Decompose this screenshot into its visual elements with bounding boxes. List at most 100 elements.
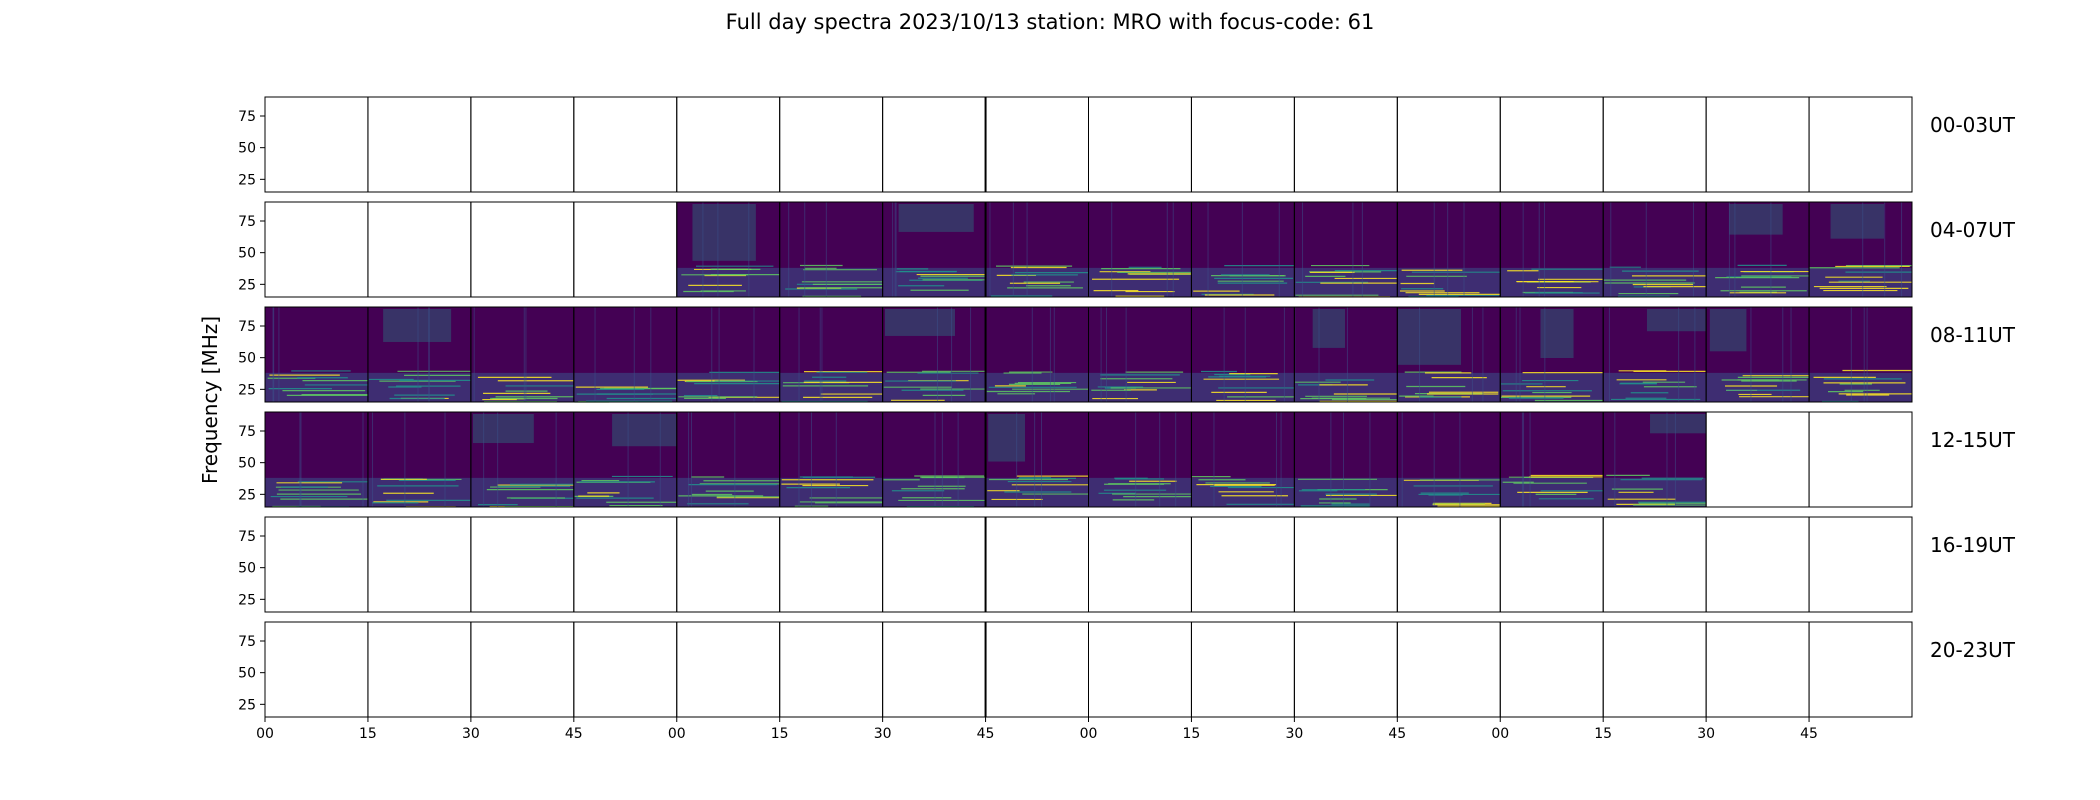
x-tick-label: 00 bbox=[668, 726, 686, 742]
panel-frame bbox=[264, 516, 369, 613]
x-tick-label: 30 bbox=[874, 726, 892, 742]
panel-frame bbox=[367, 516, 472, 613]
spectrum-cell bbox=[676, 412, 780, 507]
spectrum-cell bbox=[985, 412, 1089, 507]
panel-frame bbox=[1705, 621, 1810, 718]
panel-frame bbox=[1396, 96, 1501, 193]
panel-frame bbox=[470, 96, 575, 193]
spectrum-cell bbox=[882, 202, 986, 297]
y-tick-label: 75 bbox=[238, 634, 256, 650]
panel-frame bbox=[1602, 516, 1707, 613]
panel-frame bbox=[1808, 201, 1913, 298]
y-tick-label: 75 bbox=[238, 424, 256, 440]
spectrum-cell bbox=[882, 307, 986, 402]
spectrum-cell bbox=[779, 202, 883, 297]
x-tick-label: 45 bbox=[1388, 726, 1406, 742]
spectrum-cell bbox=[1603, 307, 1707, 402]
spectrum-cell bbox=[1088, 202, 1192, 297]
y-tick-label: 25 bbox=[238, 487, 256, 503]
x-tick-label: 15 bbox=[1594, 726, 1612, 742]
panel-frame bbox=[985, 621, 1089, 718]
panel-frame bbox=[1293, 621, 1398, 718]
panel-frame bbox=[470, 621, 575, 718]
spectrum-cell bbox=[1088, 307, 1192, 402]
spectrum-cell bbox=[1500, 202, 1604, 297]
spectrum-cell bbox=[1397, 307, 1501, 402]
panel-frame bbox=[1602, 96, 1707, 193]
panel-frame bbox=[676, 516, 781, 613]
spectrum-cell bbox=[676, 202, 780, 297]
panel-frame bbox=[676, 96, 781, 193]
spectrum-cell bbox=[1397, 412, 1501, 507]
y-tick-label: 75 bbox=[238, 529, 256, 545]
y-tick-label: 25 bbox=[238, 382, 256, 398]
y-tick-label: 50 bbox=[238, 561, 256, 577]
panel-frame bbox=[1705, 516, 1810, 613]
spectrum-cell bbox=[676, 307, 780, 402]
spectrum-cell bbox=[1500, 307, 1604, 402]
panel-frame bbox=[1293, 516, 1398, 613]
spectrum-cell bbox=[1809, 202, 1912, 297]
panel-frame bbox=[779, 96, 884, 193]
row-label: 00-03UT bbox=[1930, 113, 2016, 137]
panel-frame bbox=[882, 621, 987, 718]
spectrum-cell bbox=[1603, 202, 1707, 297]
spectrum-cell bbox=[1191, 307, 1295, 402]
panel-frame bbox=[1396, 516, 1501, 613]
y-tick-label: 75 bbox=[238, 214, 256, 230]
panel-frame bbox=[264, 621, 369, 718]
x-tick-label: 15 bbox=[359, 726, 377, 742]
panel-frame bbox=[1088, 96, 1192, 193]
spectrum-cell bbox=[470, 307, 574, 403]
panel-frame bbox=[1808, 96, 1913, 193]
x-tick-label: 45 bbox=[1800, 726, 1818, 742]
x-tick-label: 15 bbox=[1183, 726, 1201, 742]
panel-frame bbox=[264, 96, 369, 193]
y-tick-label: 75 bbox=[238, 319, 256, 335]
panel-frame bbox=[573, 201, 678, 298]
y-tick-label: 50 bbox=[238, 666, 256, 682]
spectrum-cell bbox=[367, 307, 471, 402]
spectrum-cell bbox=[1397, 202, 1501, 298]
panel-frame bbox=[1190, 516, 1295, 613]
spectrum-cell bbox=[1294, 202, 1398, 298]
spectrum-cell bbox=[882, 412, 986, 508]
panel-frame bbox=[1293, 96, 1398, 193]
panel-row-04-07UT: 25 50 75 04-07UT bbox=[238, 201, 2016, 298]
spectrum-cell bbox=[779, 412, 883, 507]
spectrum-cell bbox=[1706, 307, 1810, 402]
spectrum-cell bbox=[470, 412, 574, 508]
panel-frame bbox=[1808, 516, 1913, 613]
spectrum-cell bbox=[1603, 412, 1707, 507]
spectrum-cell bbox=[1809, 307, 1912, 403]
spectrum-cell bbox=[367, 412, 471, 508]
x-tick-label: 45 bbox=[565, 726, 583, 742]
panel-frame bbox=[676, 621, 781, 718]
x-tick-label: 00 bbox=[1491, 726, 1509, 742]
panel-frame bbox=[779, 621, 884, 718]
panel-frame bbox=[1808, 411, 1913, 508]
spectrum-cell bbox=[573, 307, 677, 403]
panel-frame bbox=[367, 621, 472, 718]
y-tick-label: 25 bbox=[238, 277, 256, 293]
spectrum-cell bbox=[1191, 202, 1295, 297]
x-tick-label: 30 bbox=[1697, 726, 1715, 742]
panel-frame bbox=[1499, 621, 1604, 718]
panel-row-16-19UT: 25 50 75 16-19UT bbox=[238, 516, 2016, 613]
panel-row-00-03UT: 25 50 75 00-03UT bbox=[238, 96, 2016, 193]
x-tick-label: 00 bbox=[256, 726, 274, 742]
spectrum-cell bbox=[1706, 202, 1810, 297]
panel-frame bbox=[573, 96, 678, 193]
y-tick-label: 50 bbox=[238, 351, 256, 367]
panel-frame bbox=[882, 516, 987, 613]
panel-frame bbox=[1499, 96, 1604, 193]
spectrum-cell bbox=[573, 412, 677, 507]
spectrum-cell bbox=[1191, 412, 1295, 507]
panel-frame bbox=[1499, 516, 1604, 613]
panel-row-20-23UT: 25 50 75 20-23UT bbox=[238, 621, 2016, 718]
row-label: 04-07UT bbox=[1930, 218, 2016, 242]
panel-frame bbox=[573, 516, 678, 613]
row-label: 20-23UT bbox=[1930, 638, 2016, 662]
y-tick-label: 25 bbox=[238, 592, 256, 608]
